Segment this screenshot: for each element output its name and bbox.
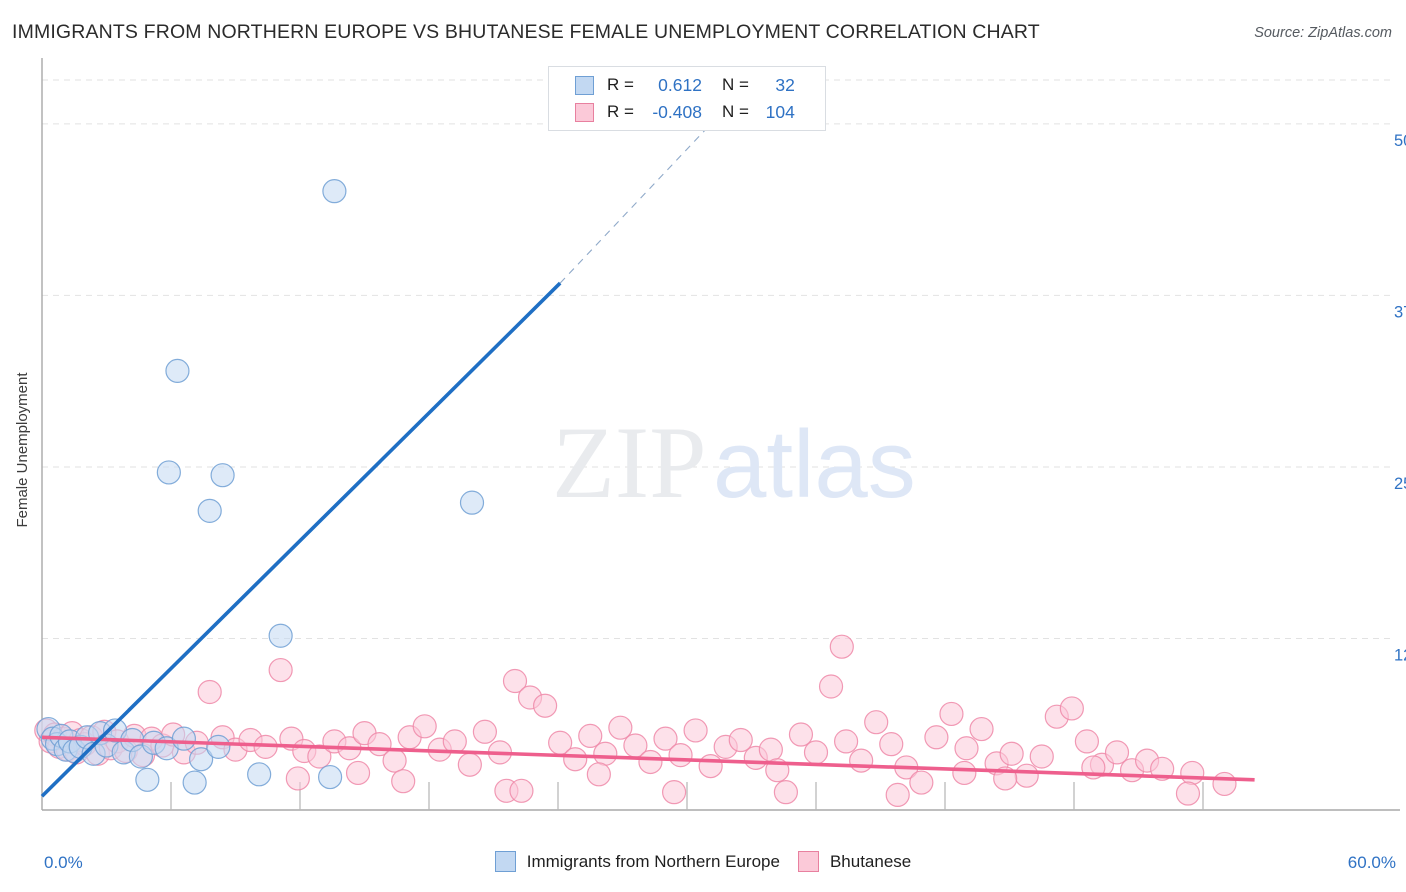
r-value-pink: -0.408 bbox=[652, 101, 702, 122]
svg-text:25.0%: 25.0% bbox=[1394, 475, 1406, 493]
stats-legend-row-blue: R = 0.612 N = 32 bbox=[575, 72, 795, 98]
r-label-pink: R = bbox=[607, 102, 634, 121]
source-attribution: Source: ZipAtlas.com bbox=[1254, 25, 1392, 41]
x-axis-min-label: 0.0% bbox=[44, 853, 83, 872]
r-label-blue: R = bbox=[607, 75, 634, 94]
x-axis-max-label: 60.0% bbox=[1347, 853, 1396, 872]
page-title: IMMIGRANTS FROM NORTHERN EUROPE VS BHUTA… bbox=[12, 21, 1040, 43]
stats-legend-row-pink: R = -0.408 N = 104 bbox=[575, 99, 795, 125]
watermark-zip: ZIP bbox=[552, 406, 707, 520]
stats-legend: R = 0.612 N = 32 R = -0.408 N = 104 bbox=[548, 66, 826, 131]
svg-text:50.0%: 50.0% bbox=[1394, 132, 1406, 150]
series-legend: Immigrants from Northern Europe Bhutanes… bbox=[0, 851, 1406, 872]
n-value-pink: 104 bbox=[765, 101, 795, 122]
legend-item-immigrants[interactable]: Immigrants from Northern Europe bbox=[494, 851, 780, 872]
axis-lines bbox=[41, 58, 1400, 811]
x-axis-ticks bbox=[170, 782, 1204, 810]
legend-swatch-blue bbox=[575, 75, 594, 95]
y-axis-tick-labels: 12.5% 25.0% 37.5% 50.0% bbox=[1394, 132, 1406, 665]
n-label-blue: N = bbox=[721, 75, 749, 94]
n-label-pink: N = bbox=[721, 102, 749, 121]
plot-area: ZIP atlas 12.5% 25.0% 37.5% 50.0% bbox=[34, 58, 1406, 811]
watermark: ZIP atlas bbox=[552, 406, 916, 520]
legend-label-immigrants: Immigrants from Northern Europe bbox=[526, 851, 780, 871]
gridlines bbox=[42, 79, 1390, 639]
legend-color-bhutanese bbox=[797, 851, 819, 872]
n-value-blue: 32 bbox=[775, 74, 795, 95]
svg-text:37.5%: 37.5% bbox=[1394, 303, 1406, 321]
svg-text:12.5%: 12.5% bbox=[1394, 646, 1406, 664]
watermark-atlas: atlas bbox=[713, 411, 916, 518]
scatter-points-bhutanese bbox=[34, 634, 1237, 808]
legend-swatch-pink bbox=[575, 102, 594, 122]
legend-label-bhutanese: Bhutanese bbox=[829, 851, 912, 871]
r-value-blue: 0.612 bbox=[658, 74, 702, 95]
legend-item-bhutanese[interactable]: Bhutanese bbox=[797, 851, 912, 872]
scatter-points-immigrants bbox=[36, 179, 485, 795]
legend-color-immigrants bbox=[494, 851, 516, 872]
